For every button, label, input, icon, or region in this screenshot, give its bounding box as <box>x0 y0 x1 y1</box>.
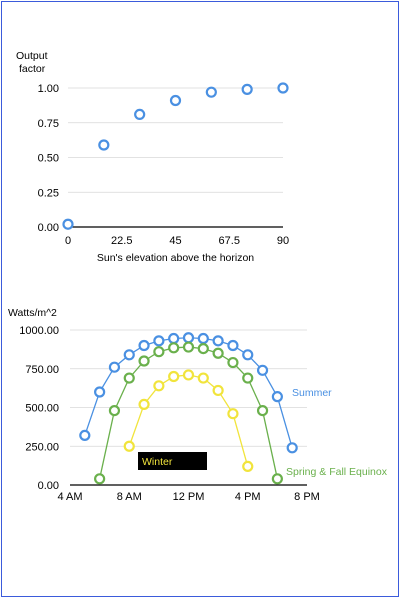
y-axis-label: factor <box>19 63 46 75</box>
data-point <box>168 332 180 345</box>
data-point <box>227 339 239 352</box>
data-point <box>94 386 106 398</box>
data-point <box>123 372 135 384</box>
y-axis-label: Watts/m^2 <box>8 307 57 319</box>
data-point <box>153 346 165 358</box>
y-tick-label: 750.00 <box>25 364 59 376</box>
data-point <box>197 343 209 355</box>
data-point <box>242 372 254 384</box>
data-point <box>153 335 165 347</box>
data-point <box>108 361 121 373</box>
y-tick-label: 250.00 <box>25 441 59 453</box>
x-tick-label: 12 PM <box>173 491 205 503</box>
x-tick-label: 8 PM <box>294 491 320 503</box>
data-point <box>256 364 269 376</box>
data-point <box>212 335 224 347</box>
data-point <box>62 218 74 230</box>
x-tick-label: 4 AM <box>57 491 82 503</box>
winter-label-box <box>138 452 207 470</box>
data-point <box>169 94 182 107</box>
data-point <box>182 341 195 353</box>
data-point <box>94 473 106 485</box>
x-tick-label: 90 <box>277 235 289 247</box>
data-point <box>138 339 150 352</box>
data-point <box>168 342 180 354</box>
x-axis-label: Sun's elevation above the horizon <box>97 252 254 264</box>
data-point <box>98 139 110 151</box>
data-point <box>242 349 254 361</box>
x-tick-label: 45 <box>169 235 181 247</box>
y-tick-label: 0.25 <box>38 187 59 199</box>
data-point <box>227 356 239 369</box>
data-point <box>182 332 195 344</box>
x-tick-label: 0 <box>65 235 71 247</box>
data-point <box>205 86 217 98</box>
data-point <box>138 398 150 410</box>
x-tick-label: 67.5 <box>219 235 240 247</box>
data-point <box>138 355 150 367</box>
series-label-equinox: Spring & Fall Equinox <box>286 466 388 478</box>
data-point <box>168 370 180 383</box>
x-tick-label: 22.5 <box>111 235 132 247</box>
data-point <box>277 82 289 94</box>
y-tick-label: 500.00 <box>25 403 59 415</box>
data-point <box>182 369 195 381</box>
y-tick-label: 1.00 <box>38 83 59 95</box>
data-point <box>241 83 253 95</box>
y-tick-label: 1000.00 <box>19 325 59 337</box>
series-label-winter: Winter <box>142 456 173 468</box>
data-point <box>256 405 269 417</box>
data-point <box>212 347 224 359</box>
data-point <box>212 384 224 397</box>
data-point <box>197 332 209 345</box>
data-point <box>79 429 91 441</box>
data-point <box>271 473 283 485</box>
data-point <box>134 108 146 121</box>
y-tick-label: 0.00 <box>38 222 59 234</box>
data-point <box>123 440 135 452</box>
x-tick-label: 8 AM <box>117 491 142 503</box>
data-point <box>108 405 121 417</box>
y-tick-label: 0.75 <box>38 118 59 130</box>
y-tick-label: 0.00 <box>38 480 59 492</box>
data-point <box>153 380 165 392</box>
data-point <box>286 442 298 454</box>
data-point <box>271 391 283 403</box>
data-point <box>242 460 254 472</box>
x-tick-label: 4 PM <box>235 491 261 503</box>
data-point <box>197 372 209 384</box>
series-line <box>84 337 293 448</box>
series-label-summer: Summer <box>292 387 332 399</box>
y-axis-label: Output <box>16 50 48 62</box>
data-point <box>123 349 135 361</box>
data-point <box>227 408 239 420</box>
y-tick-label: 0.50 <box>38 153 59 165</box>
